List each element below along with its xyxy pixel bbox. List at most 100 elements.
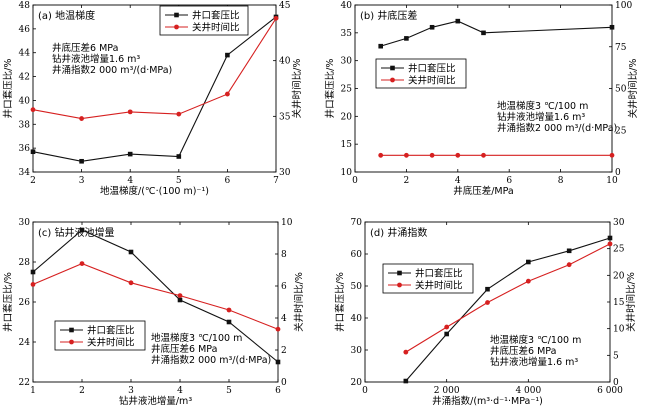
y-left-tick-label: 30 bbox=[19, 218, 31, 228]
annotation-line: 井涌指数2 000 m³/(d·MPa) bbox=[497, 122, 617, 134]
x-tick-label: 4 000 bbox=[515, 386, 541, 396]
y-left-tick-label: 26 bbox=[19, 298, 31, 308]
y-right-tick-label: 8 bbox=[281, 250, 287, 260]
y-right-tick-label: 6 bbox=[281, 282, 287, 292]
data-point-circle bbox=[177, 293, 183, 298]
series-line-2 bbox=[32, 18, 277, 120]
y-right-tick-label: 0 bbox=[613, 378, 619, 388]
y-right-tick-label: 15 bbox=[613, 298, 625, 308]
y-left-tick-label: 60 bbox=[351, 250, 363, 260]
x-tick-label: 4 bbox=[177, 386, 183, 396]
y-right-tick-label: 4 bbox=[281, 314, 287, 324]
y-left-tick-label: 48 bbox=[19, 1, 31, 11]
y-right-tick-label: 75 bbox=[615, 43, 627, 53]
y-right-tick-label: 35 bbox=[279, 112, 291, 122]
x-tick-label: 1 bbox=[30, 386, 36, 396]
chart-panel-a: 2 3 4 5 6 7343638404244464830354045地温梯度/(℃·(1… bbox=[2, 1, 303, 197]
y-left-tick-label: 30 bbox=[341, 57, 353, 67]
data-point-square bbox=[275, 359, 281, 365]
data-point-circle bbox=[128, 280, 134, 286]
annotation-line: 井涌指数2 000 m³/(d·MPa) bbox=[52, 64, 172, 76]
annotation-line: 钻井液池增量1.6 m³ bbox=[52, 53, 140, 65]
data-point-circle bbox=[30, 282, 36, 287]
data-point-circle bbox=[566, 262, 572, 268]
data-point-square bbox=[225, 52, 230, 58]
data-point-square bbox=[455, 18, 461, 24]
y-left-axis-label: 井口套压比/% bbox=[324, 59, 336, 119]
data-point-square bbox=[403, 378, 409, 384]
plot-frame bbox=[354, 4, 613, 173]
annotation-line: 地温梯度3 ℃/100 m bbox=[490, 334, 581, 346]
y-left-tick-label: 46 bbox=[19, 25, 31, 35]
x-axis-label: 地温梯度/(℃·(100 m)⁻¹) bbox=[100, 185, 209, 197]
data-point-circle bbox=[273, 15, 279, 21]
y-left-tick-label: 42 bbox=[19, 73, 30, 83]
y-left-axis-label: 井口套压比/% bbox=[334, 272, 346, 332]
y-left-tick-label: 28 bbox=[19, 258, 31, 268]
annotation-line: 地温梯度3 ℃/100 m bbox=[497, 100, 588, 112]
legend-label: 井口套压比 bbox=[415, 268, 463, 280]
data-point-square bbox=[444, 331, 449, 337]
legend-label: 关井时间比 bbox=[415, 280, 463, 292]
data-point-circle bbox=[444, 324, 450, 330]
y-right-tick-label: 10 bbox=[281, 218, 293, 228]
y-right-tick-label: 25 bbox=[613, 245, 625, 255]
y-left-axis-label: 井口套压比/% bbox=[2, 59, 14, 119]
x-tick-label: 7 bbox=[273, 176, 279, 186]
y-left-axis-label: 井口套压比/% bbox=[2, 272, 14, 332]
x-tick-label: 2 bbox=[79, 386, 85, 396]
data-point-square bbox=[177, 297, 183, 303]
data-point-circle bbox=[455, 152, 461, 158]
annotation-line: 地温梯度3 ℃/100 m bbox=[151, 332, 242, 344]
data-point-circle bbox=[607, 241, 613, 247]
data-point-circle bbox=[127, 109, 133, 115]
data-point-circle bbox=[275, 326, 281, 332]
panel-title: (a) 地温梯度 bbox=[38, 9, 95, 22]
x-tick-label: 6 bbox=[275, 386, 281, 396]
x-axis-label: 钻井液池增量/m³ bbox=[119, 395, 192, 407]
data-point-circle bbox=[485, 300, 490, 305]
legend-box bbox=[159, 5, 249, 36]
legend-label: 关井时间比 bbox=[408, 75, 456, 87]
annotation-line: 井涌指数2 000 m³/(d·MPa) bbox=[151, 354, 271, 366]
x-tick-label: 6 000 bbox=[597, 386, 623, 396]
legend-label: 井口套压比 bbox=[192, 10, 240, 22]
data-point-square bbox=[526, 259, 531, 265]
series-line-2 bbox=[405, 243, 611, 353]
y-right-tick-label: 0 bbox=[281, 378, 287, 388]
data-point-circle bbox=[481, 152, 486, 158]
y-right-tick-label: 30 bbox=[279, 168, 291, 178]
chart-panel-d: 0 2 000 4 000 6 000 20 30 40 50 60 70 0 5 10 15 20 25 30… bbox=[334, 218, 637, 407]
data-point-square bbox=[176, 154, 182, 159]
plot-frame bbox=[32, 4, 277, 173]
x-tick-label: 6 bbox=[225, 176, 231, 186]
y-left-tick-label: 30 bbox=[351, 346, 363, 356]
annotation-line: 钻井液池增量1.6 m³ bbox=[497, 111, 585, 123]
data-point-square bbox=[404, 36, 409, 41]
data-point-square bbox=[485, 286, 490, 292]
legend-marker-circle bbox=[69, 339, 74, 345]
data-point-square bbox=[226, 319, 232, 325]
data-point-square bbox=[79, 158, 84, 164]
x-tick-label: 5 bbox=[226, 386, 232, 396]
y-left-tick-label: 70 bbox=[351, 218, 363, 228]
data-point-circle bbox=[79, 116, 84, 121]
y-left-tick-label: 50 bbox=[351, 282, 363, 292]
y-left-tick-label: 40 bbox=[341, 1, 353, 11]
annotation-line: 井底压差6 MPa bbox=[151, 343, 217, 355]
x-tick-label: 10 bbox=[606, 176, 618, 186]
annotation-line: 钻井液池增量1.6 m³ bbox=[490, 356, 578, 368]
legend-marker-square bbox=[390, 65, 395, 71]
x-tick-label: 3 bbox=[128, 386, 134, 396]
x-tick-label: 0 bbox=[362, 386, 368, 396]
annotation-line: 井底压差6 MPa bbox=[490, 345, 556, 357]
data-point-square bbox=[30, 269, 36, 275]
y-right-axis-label: 关井时间比/% bbox=[627, 59, 639, 119]
y-left-tick-label: 25 bbox=[341, 85, 353, 95]
legend-marker-square bbox=[69, 327, 74, 333]
legend-box bbox=[382, 263, 474, 294]
data-point-square bbox=[481, 30, 486, 36]
series-line-1 bbox=[32, 229, 279, 363]
